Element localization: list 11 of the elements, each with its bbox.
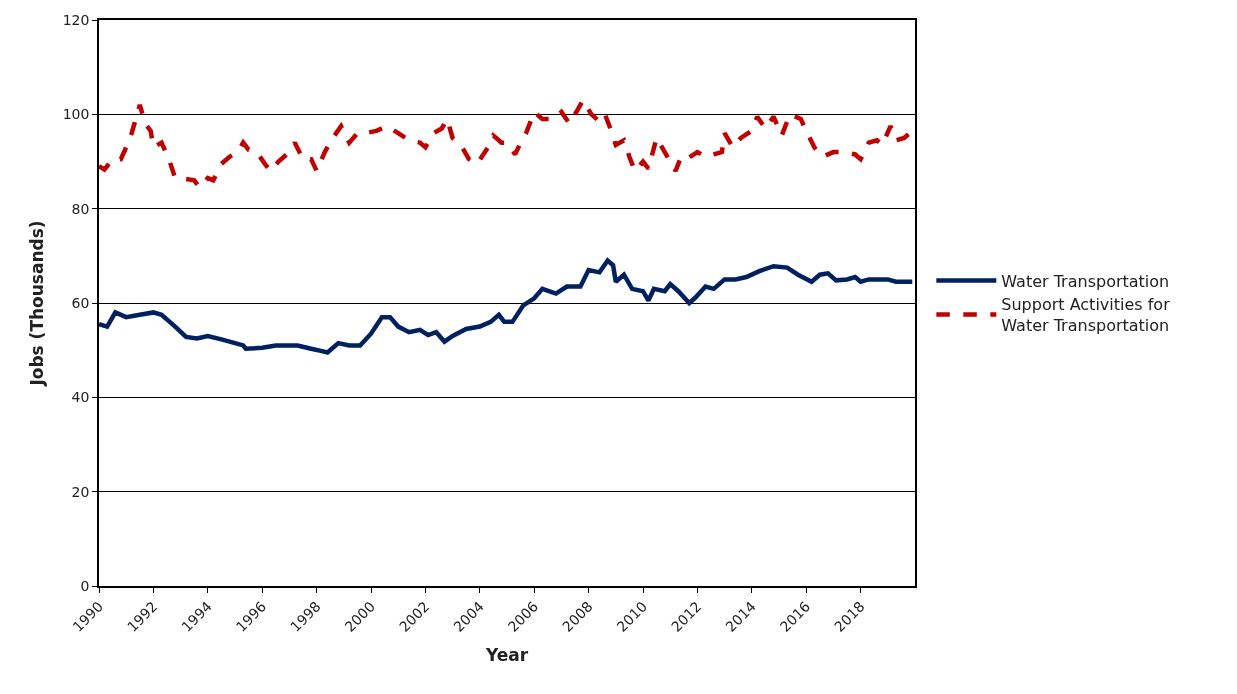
x-axis-title: Year <box>484 644 529 665</box>
legend-label: Support Activities for Water Transportation <box>1001 295 1171 336</box>
y-tick-label: 80 <box>71 200 90 217</box>
y-tick-label: 0 <box>80 577 90 594</box>
y-tick-label: 60 <box>71 294 90 311</box>
y-tick-label: 20 <box>71 483 90 500</box>
y-tick-label: 100 <box>62 106 90 123</box>
y-axis-title: Jobs (Thousands) <box>26 220 47 387</box>
legend-label: Water Transportation <box>1001 271 1170 291</box>
y-tick-label: 120 <box>62 11 90 28</box>
y-tick-label: 40 <box>71 389 90 406</box>
